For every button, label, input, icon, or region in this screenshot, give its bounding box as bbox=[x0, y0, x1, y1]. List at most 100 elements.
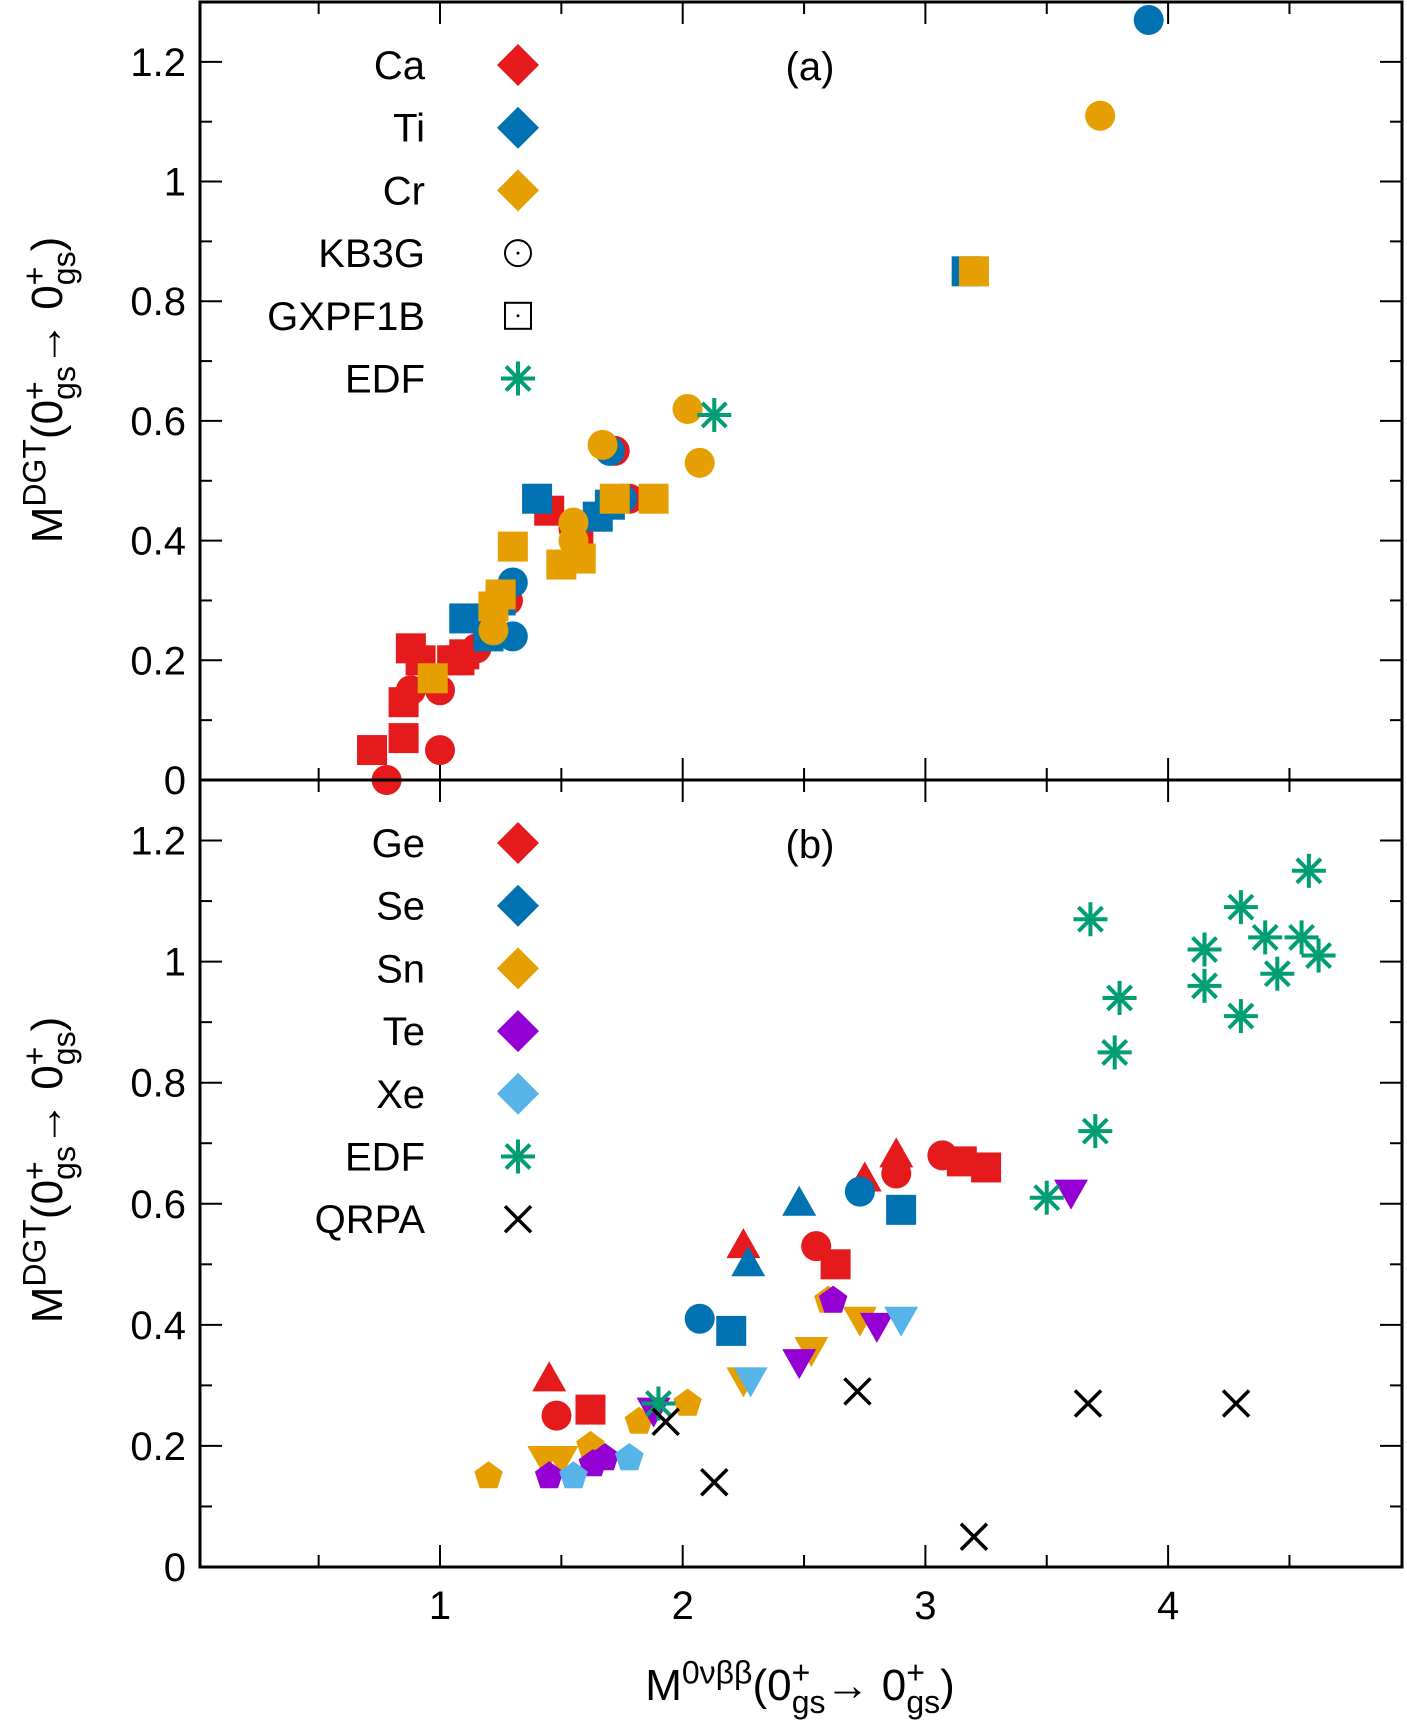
data-points bbox=[474, 853, 1336, 1551]
x-tick-label: 1 bbox=[429, 1584, 451, 1628]
data-point bbox=[651, 1407, 680, 1436]
legend-marker bbox=[497, 947, 539, 990]
data-point bbox=[733, 1367, 768, 1398]
y-tick-label: 0.8 bbox=[130, 1062, 186, 1106]
data-point bbox=[697, 397, 732, 432]
data-point bbox=[417, 663, 448, 694]
y-tick-label: 1.2 bbox=[130, 820, 186, 864]
data-point bbox=[1187, 968, 1222, 1003]
data-point bbox=[673, 1388, 702, 1416]
legend-label: Ge bbox=[372, 822, 425, 866]
data-point bbox=[700, 1468, 729, 1497]
data-point bbox=[388, 723, 419, 754]
data-point bbox=[534, 1461, 564, 1489]
data-point bbox=[395, 633, 426, 664]
legend-marker bbox=[497, 169, 539, 212]
data-point bbox=[638, 483, 669, 514]
panel-label: (a) bbox=[786, 45, 835, 89]
data-point bbox=[1133, 4, 1164, 35]
data-point bbox=[884, 1306, 919, 1337]
legend-marker bbox=[497, 44, 539, 86]
legend-marker bbox=[497, 106, 539, 149]
data-point bbox=[1260, 956, 1295, 991]
data-point bbox=[522, 483, 553, 514]
x-tick-label: 2 bbox=[672, 1584, 694, 1628]
data-point bbox=[590, 1443, 620, 1471]
legend-marker bbox=[497, 884, 539, 927]
legend-marker bbox=[504, 301, 532, 330]
data-point bbox=[1029, 1180, 1064, 1215]
legend-marker bbox=[501, 1139, 535, 1174]
data-point bbox=[357, 735, 388, 766]
panel-b: 0 0.2 0.4 0.6 0.8 1 1.2 1 2 3 4 MDGT(0+gs→ 0+gs) M0ν… bbox=[16, 778, 1404, 1720]
legend-marker bbox=[497, 822, 539, 864]
data-point bbox=[859, 1312, 894, 1343]
plot-frame bbox=[198, 778, 1404, 1569]
legend-label: EDF bbox=[345, 358, 425, 402]
x-tick-label: 4 bbox=[1157, 1584, 1179, 1628]
data-point bbox=[782, 1185, 817, 1216]
y-tick-label: 1.2 bbox=[130, 41, 186, 85]
data-point bbox=[726, 1228, 761, 1259]
data-point bbox=[1187, 932, 1222, 967]
data-point bbox=[478, 615, 509, 646]
data-point bbox=[684, 1303, 715, 1334]
data-point bbox=[544, 1446, 579, 1477]
legend-marker bbox=[497, 1010, 539, 1053]
data-point bbox=[843, 1377, 872, 1406]
y-tick-label: 0.2 bbox=[130, 1425, 186, 1469]
data-point bbox=[1085, 100, 1116, 131]
y-tick-label: 0.2 bbox=[130, 639, 186, 683]
data-point bbox=[615, 1443, 644, 1471]
data-point bbox=[684, 447, 715, 478]
data-point bbox=[716, 1315, 747, 1346]
legend-label: Sn bbox=[376, 947, 425, 991]
data-points bbox=[357, 4, 1164, 795]
data-point bbox=[820, 1249, 851, 1280]
data-point bbox=[1097, 1035, 1132, 1070]
legend-label: EDF bbox=[345, 1136, 425, 1180]
data-point bbox=[959, 1522, 989, 1551]
data-point bbox=[587, 429, 618, 460]
data-point bbox=[818, 1285, 848, 1313]
data-point bbox=[1054, 1179, 1089, 1210]
data-point bbox=[1078, 1114, 1113, 1149]
data-point bbox=[565, 543, 596, 574]
y-tick-label: 1 bbox=[164, 161, 186, 205]
data-point bbox=[1223, 999, 1258, 1034]
data-point bbox=[388, 687, 419, 718]
legend: Ge Se Sn Te Xe EDF QRPA bbox=[315, 822, 539, 1242]
legend-label: GXPF1B bbox=[267, 295, 425, 339]
y-tick-label: 0.6 bbox=[130, 1183, 186, 1227]
data-point bbox=[1248, 920, 1283, 955]
data-point bbox=[672, 393, 703, 424]
data-point bbox=[599, 483, 630, 514]
data-point bbox=[731, 1246, 766, 1277]
data-point bbox=[844, 1176, 875, 1207]
data-point bbox=[1073, 902, 1108, 937]
y-tick-label: 0 bbox=[164, 759, 186, 803]
legend-label: Cr bbox=[383, 169, 425, 213]
data-point bbox=[497, 531, 528, 562]
data-point bbox=[575, 1394, 606, 1425]
y-tick-label: 0.4 bbox=[130, 1304, 186, 1348]
legend-label: Ca bbox=[374, 44, 426, 88]
legend-label: Te bbox=[383, 1010, 425, 1054]
panel-a: 0 0.2 0.4 0.6 0.8 1 1.2 MDGT(0+gs→ 0+gs) (a) Ca Ti… bbox=[16, 0, 1404, 803]
data-point bbox=[474, 1461, 503, 1489]
legend-label: QRPA bbox=[315, 1198, 426, 1242]
data-point bbox=[559, 1461, 588, 1489]
y-tick-label: 1 bbox=[164, 941, 186, 985]
data-point bbox=[1301, 938, 1336, 973]
legend-marker bbox=[504, 239, 532, 268]
data-point bbox=[1223, 890, 1258, 925]
y-tick-label: 0.4 bbox=[130, 520, 186, 564]
y-tick-label: 0.6 bbox=[130, 400, 186, 444]
data-point bbox=[1073, 1389, 1103, 1418]
data-point bbox=[879, 1137, 914, 1168]
data-point bbox=[485, 579, 516, 610]
data-point bbox=[425, 735, 455, 766]
legend-label: Se bbox=[376, 885, 425, 929]
x-axis-label: M0νββ(0+ gs→ 0+ gs) bbox=[645, 1654, 955, 1720]
